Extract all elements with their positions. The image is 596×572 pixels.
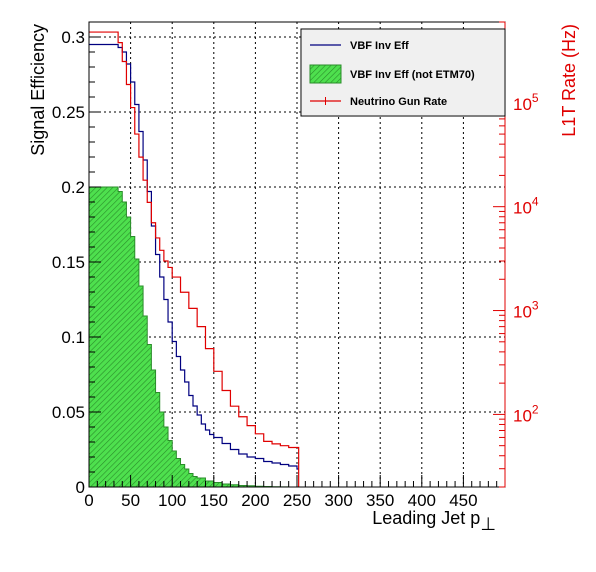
x-axis-title: Leading Jet p⊥ xyxy=(372,508,496,534)
legend: VBF Inv Eff VBF Inv Eff (not ETM70) Neutri… xyxy=(300,28,506,117)
y2-tick-exponent: 3 xyxy=(532,299,539,313)
x-tick-label: 400 xyxy=(408,491,436,510)
x-tick-label: 200 xyxy=(241,491,269,510)
y2-tick-label: 103 xyxy=(513,299,539,322)
x-tick-label: 50 xyxy=(121,491,140,510)
x-tick-label: 100 xyxy=(158,491,186,510)
y-tick-label: 0.15 xyxy=(52,253,85,272)
x-tick-label: 250 xyxy=(283,491,311,510)
y2-tick-base: 10 xyxy=(513,95,532,114)
y2-axis-title: L1T Rate (Hz) xyxy=(559,24,579,137)
legend-label: VBF Inv Eff xyxy=(350,40,409,52)
axes: 0 50 100 150 200 250 300 350 400 450 0 0.05 0.1 0.15 0… xyxy=(52,21,539,510)
series-layer xyxy=(89,31,300,488)
legend-swatch-fill xyxy=(309,64,342,84)
y2-tick-label: 105 xyxy=(513,91,539,114)
y-tick-label: 0.05 xyxy=(52,403,85,422)
y2-tick-label: 102 xyxy=(513,402,539,425)
not-etm70-line xyxy=(89,186,297,488)
x-tick-label: 450 xyxy=(449,491,477,510)
x-tick-label: 150 xyxy=(200,491,228,510)
x-axis-title-text: Leading Jet p xyxy=(372,508,480,528)
y2-tick-base: 10 xyxy=(513,406,532,425)
not-etm70-fill xyxy=(89,187,297,487)
legend-label: Neutrino Gun Rate xyxy=(350,96,447,108)
x-tick-label: 0 xyxy=(84,491,93,510)
y2-tick-base: 10 xyxy=(513,199,532,218)
y2-tick-exponent: 4 xyxy=(532,195,539,209)
y2-tick-label: 104 xyxy=(513,195,539,218)
legend-label: VBF Inv Eff (not ETM70) xyxy=(350,69,475,81)
x-axis-title-subscript: ⊥ xyxy=(480,514,496,534)
y-tick-label: 0.3 xyxy=(61,28,85,47)
y2-tick-base: 10 xyxy=(513,303,532,322)
vbf-inv-eff-line xyxy=(89,43,299,470)
x-tick-label: 350 xyxy=(366,491,394,510)
y2-tick-exponent: 2 xyxy=(532,402,539,416)
x-tick-label: 300 xyxy=(324,491,352,510)
y-axis-title: Signal Efficiency xyxy=(28,24,48,156)
y-tick-label: 0.25 xyxy=(52,103,85,122)
y-tick-label: 0 xyxy=(76,478,85,497)
y2-tick-exponent: 5 xyxy=(532,91,539,105)
neutrino-gun-rate-line xyxy=(89,31,300,487)
y-tick-label: 0.1 xyxy=(61,328,85,347)
y-tick-label: 0.2 xyxy=(61,178,85,197)
